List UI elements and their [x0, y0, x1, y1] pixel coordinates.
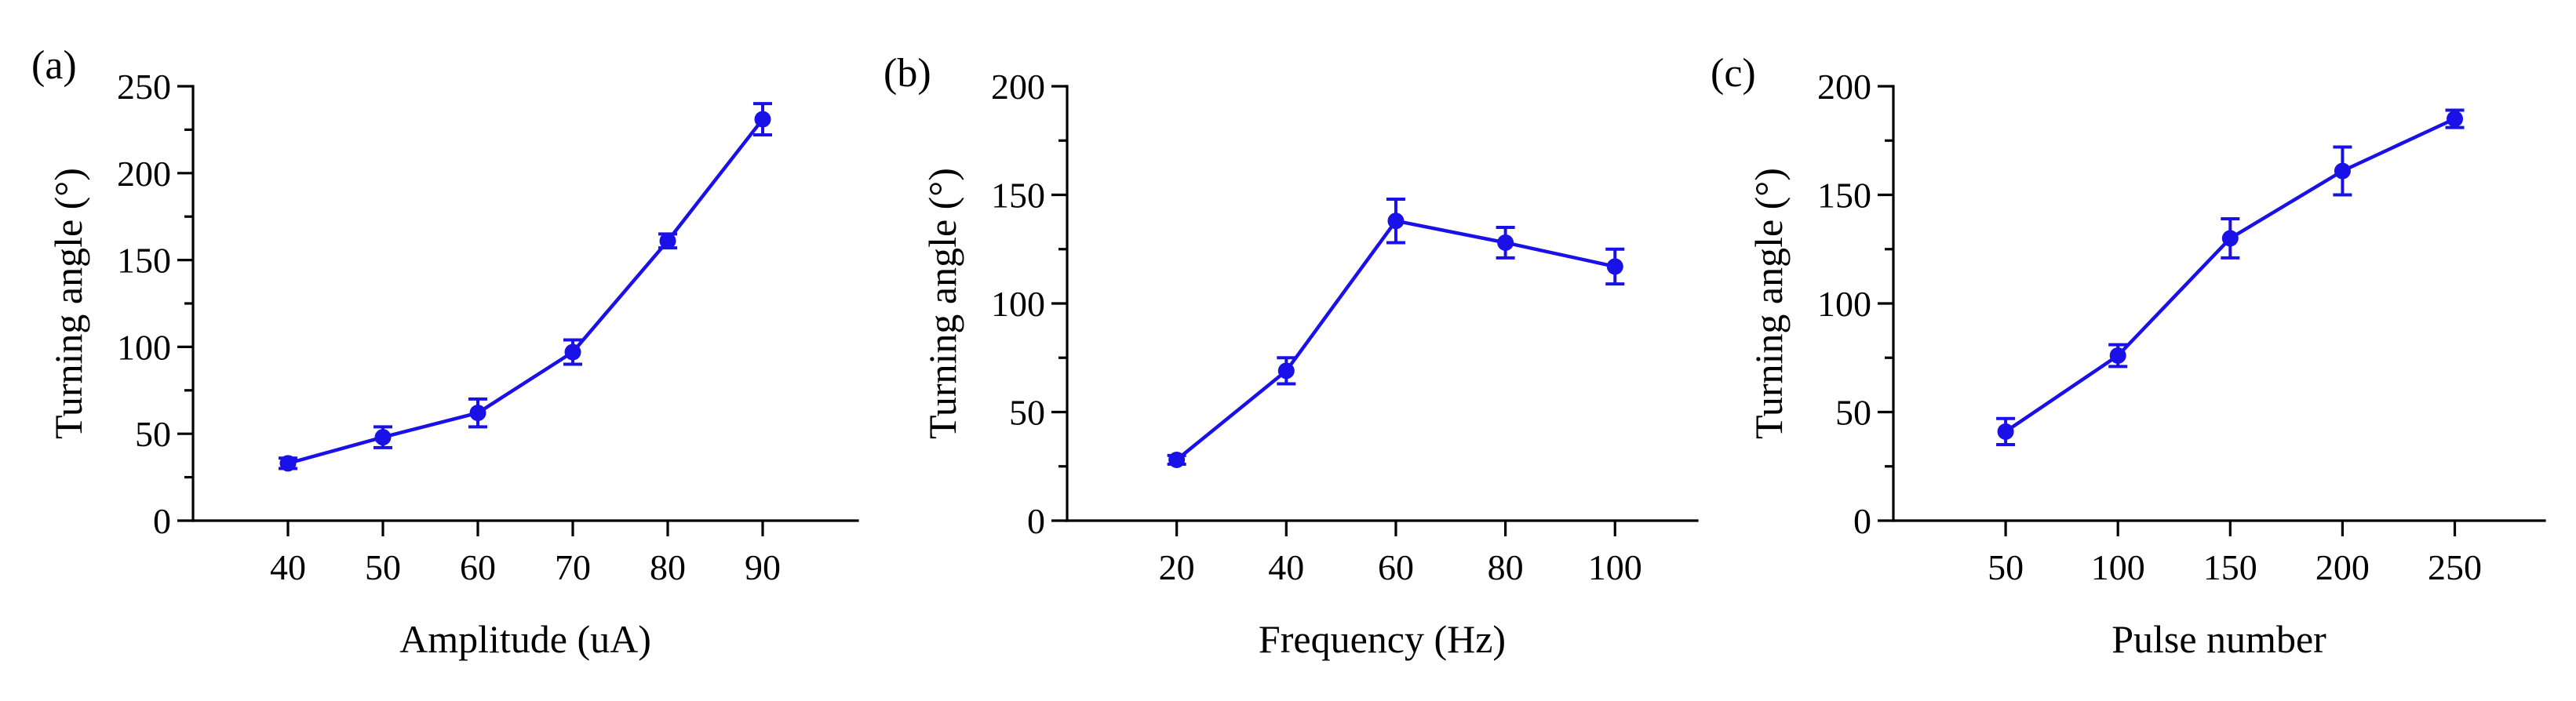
panel-label: (a) — [31, 43, 77, 88]
panel-label: (c) — [1711, 51, 1756, 96]
y-tick-label: 0 — [1853, 501, 1871, 541]
x-tick-label: 60 — [1378, 547, 1414, 587]
data-point — [659, 232, 676, 249]
y-tick-label: 50 — [1835, 393, 1871, 433]
x-tick-label: 50 — [1988, 547, 2024, 587]
y-axis-title: Turning angle (°) — [46, 168, 90, 439]
x-tick-label: 200 — [2315, 547, 2370, 587]
y-tick-label: 0 — [1027, 501, 1045, 541]
data-point — [2447, 111, 2464, 128]
data-point — [1606, 258, 1623, 275]
y-tick-label: 150 — [1817, 176, 1871, 216]
x-tick-label: 50 — [365, 547, 401, 587]
data-point — [1387, 212, 1405, 230]
y-tick-label: 100 — [991, 284, 1045, 324]
data-point — [279, 455, 297, 472]
y-axis-title: Turning angle (°) — [920, 168, 964, 439]
y-tick-label: 250 — [117, 67, 171, 107]
y-tick-label: 50 — [1009, 393, 1045, 433]
chart-panel-1: (a) 0 50 100 150 200 250 40 50 60 70 80 90 Amplitude … — [31, 43, 859, 661]
panel-label: (b) — [884, 51, 931, 96]
x-tick-label: 150 — [2203, 547, 2257, 587]
series-line — [2004, 117, 2456, 434]
y-tick-label: 150 — [117, 241, 171, 281]
data-point — [754, 111, 771, 128]
data-point — [1997, 423, 2014, 440]
data-point — [374, 429, 392, 446]
y-axis-title: Turning angle (°) — [1747, 168, 1791, 439]
x-tick-label: 250 — [2428, 547, 2482, 587]
y-tick-label: 200 — [1817, 67, 1871, 107]
x-tick-label: 40 — [270, 547, 306, 587]
y-tick-label: 200 — [991, 67, 1045, 107]
chart-panel-3: (c) 0 50 100 150 200 50 100 150 200 250 Pulse numbe… — [1711, 51, 2546, 661]
chart-panel-2: (b) 0 50 100 150 200 20 40 60 80 100 Frequency (Hz)… — [884, 51, 1699, 661]
x-tick-label: 80 — [1488, 547, 1524, 587]
data-point — [1497, 234, 1514, 251]
x-tick-label: 80 — [650, 547, 686, 587]
series-line — [1175, 219, 1616, 462]
data-point — [2221, 230, 2239, 247]
y-tick-label: 100 — [1817, 284, 1871, 324]
data-point — [2334, 162, 2351, 180]
x-tick-label: 70 — [555, 547, 591, 587]
y-tick-label: 200 — [117, 154, 171, 194]
y-tick-label: 50 — [135, 414, 171, 454]
x-axis-title: Frequency (Hz) — [1259, 617, 1506, 661]
x-tick-label: 20 — [1159, 547, 1195, 587]
x-axis-title: Pulse number — [2111, 617, 2326, 661]
data-point — [1168, 451, 1186, 468]
x-tick-label: 90 — [745, 547, 781, 587]
data-point — [469, 405, 486, 422]
data-point — [1277, 362, 1295, 380]
x-tick-label: 100 — [1588, 547, 1642, 587]
x-axis-title: Amplitude (uA) — [399, 617, 651, 661]
y-tick-label: 100 — [117, 327, 171, 367]
y-tick-label: 0 — [153, 501, 171, 541]
data-point — [2109, 347, 2126, 364]
x-tick-label: 40 — [1268, 547, 1304, 587]
series-line — [287, 118, 764, 466]
data-point — [564, 343, 581, 361]
x-tick-label: 100 — [2091, 547, 2145, 587]
y-tick-label: 150 — [991, 176, 1045, 216]
x-tick-label: 60 — [460, 547, 496, 587]
